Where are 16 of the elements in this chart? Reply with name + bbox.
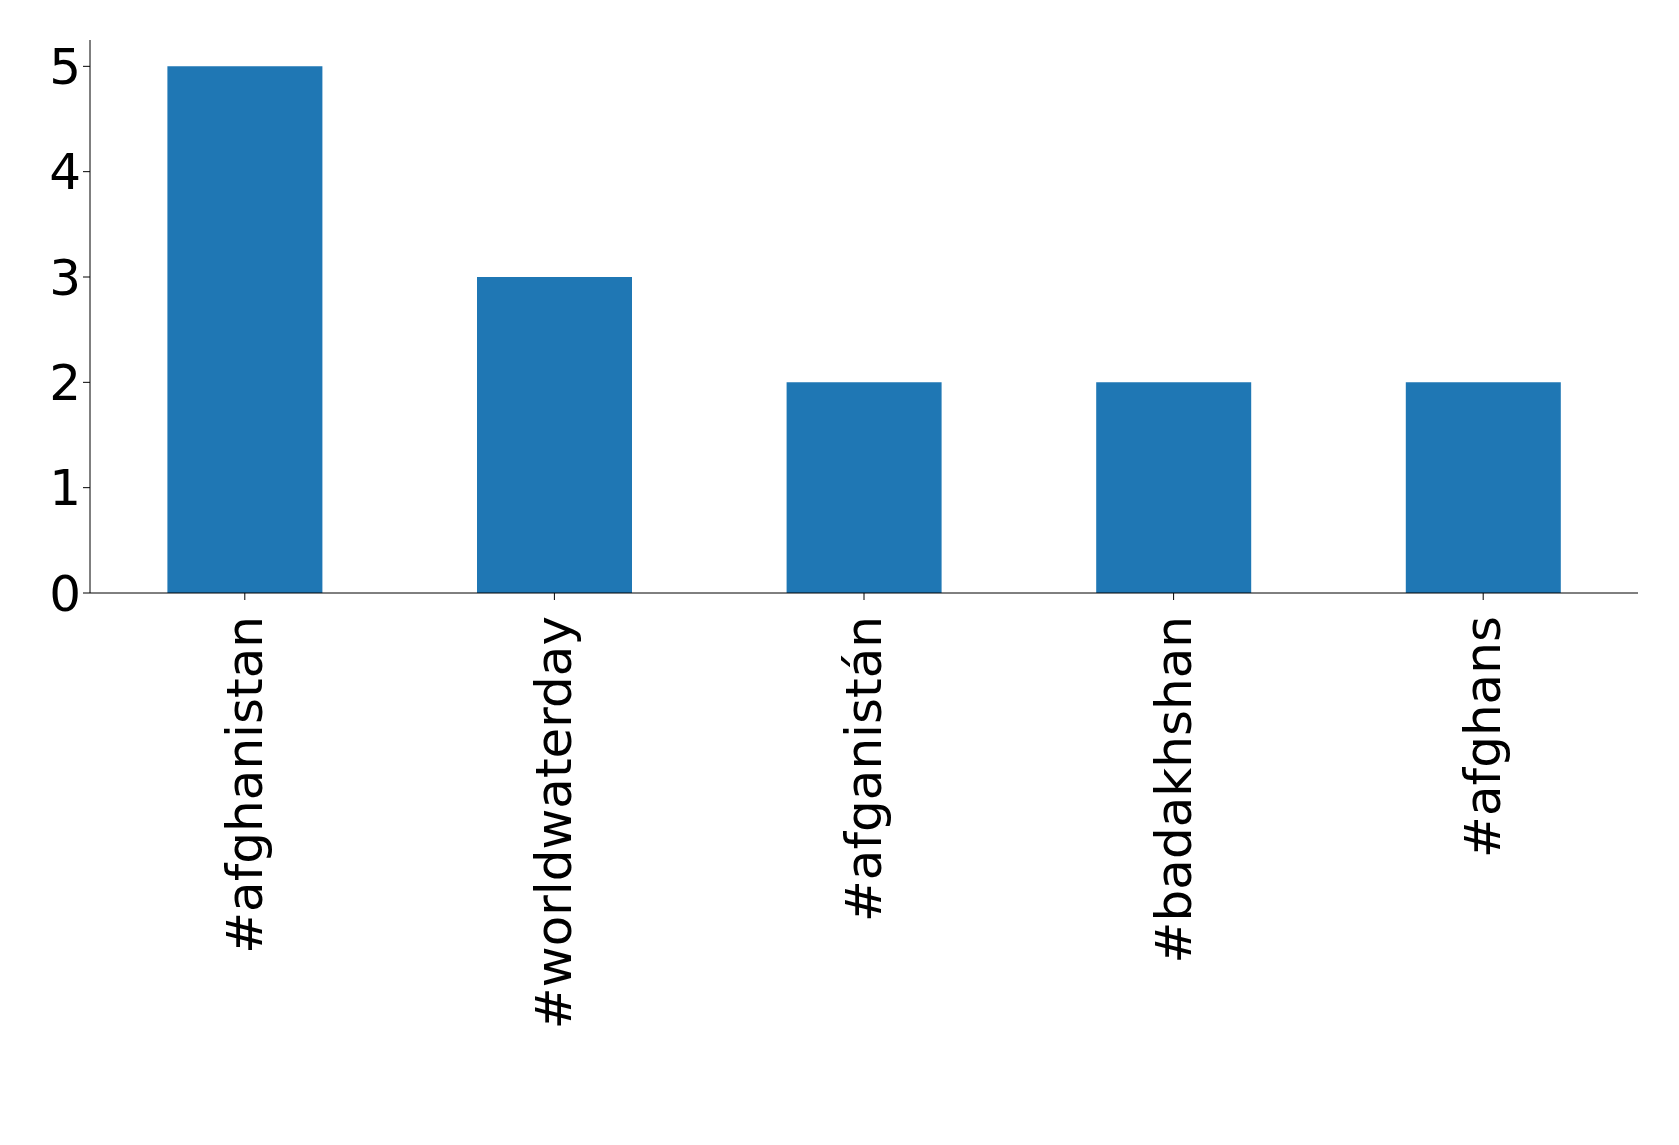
- y-tick-label: 4: [49, 143, 81, 202]
- y-tick-label: 3: [49, 248, 81, 307]
- y-tick-label: 2: [49, 354, 81, 413]
- bar: [786, 382, 942, 593]
- bar: [1096, 382, 1252, 593]
- x-tick-label: #afganistán: [835, 616, 893, 923]
- x-tick-label: #afghanistan: [215, 616, 274, 954]
- bar: [167, 66, 323, 593]
- bar: [477, 277, 632, 593]
- x-tick-label: #worldwaterday: [525, 616, 584, 1030]
- x-tick-label: #afghans: [1454, 616, 1513, 858]
- x-tick-label: #badakhshan: [1144, 616, 1203, 964]
- y-tick-label: 1: [49, 459, 81, 518]
- y-tick-label: 5: [49, 38, 81, 97]
- bar: [1405, 382, 1561, 593]
- y-tick-label: 0: [49, 564, 81, 623]
